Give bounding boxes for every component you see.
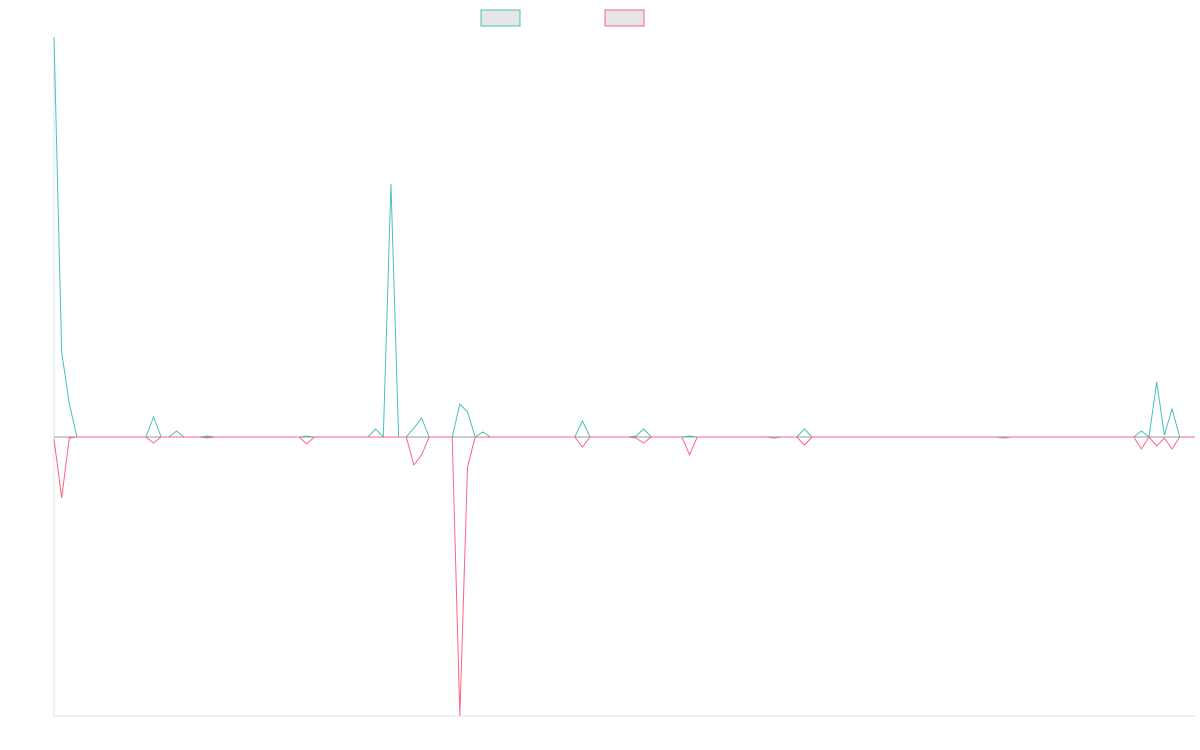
series-line xyxy=(53,36,1195,439)
series-line xyxy=(53,436,1195,717)
legend-swatch[interactable] xyxy=(480,9,521,27)
legend-swatch[interactable] xyxy=(604,9,645,27)
